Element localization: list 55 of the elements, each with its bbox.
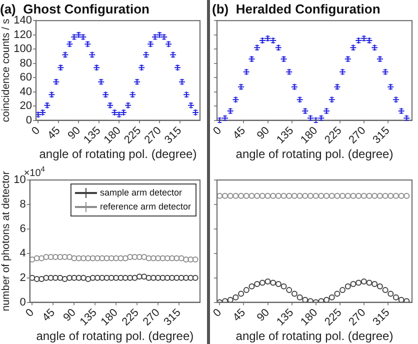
x-tick-label: 315 (162, 124, 184, 146)
x-tick-label: 180 (98, 306, 120, 328)
x-tick-label: 270 (140, 306, 162, 328)
x-tick-label: 225 (322, 306, 344, 328)
x-tick-label: 270 (142, 124, 164, 146)
x-tick-label: 180 (298, 306, 320, 328)
x-tick-label: 0 (211, 306, 224, 320)
x-tick-label: 315 (370, 306, 392, 328)
x-tick-label: 0 (211, 124, 224, 138)
x-tick-label: 180 (102, 124, 124, 146)
x-tick-label: 135 (274, 124, 296, 146)
x-tick-label: 225 (322, 124, 344, 146)
y-tick-label: 140 (14, 14, 32, 27)
x-tick-label: 90 (254, 306, 272, 324)
legend-label: sample arm detector (100, 187, 182, 198)
x-tick-label: 315 (162, 306, 184, 328)
y-tick-label: 20 (20, 100, 32, 112)
x-tick-label: 315 (370, 124, 392, 146)
x-tick-label: 90 (66, 124, 83, 142)
x-tick-label: 225 (122, 124, 144, 146)
y-axis-title: coincidence counts / s (0, 18, 12, 122)
y-tick-label: 120 (14, 28, 32, 41)
y-tick-label: 40 (20, 86, 32, 98)
chart-title: (a) Ghost Configuration (0, 1, 150, 16)
x-tick-label: 135 (274, 306, 296, 328)
chart-title: (b) Heralded Configuration (212, 1, 380, 16)
y-axis-title: number of photons at detector (0, 170, 12, 312)
x-tick-label: 45 (230, 124, 248, 142)
x-tick-label: 90 (254, 124, 272, 142)
y-tick-label: 2 (20, 272, 26, 284)
x-tick-label: 135 (78, 306, 100, 328)
x-axis-title: angle of rotating pol. (degree) (236, 147, 394, 162)
y-tick-label: 4 (20, 247, 26, 260)
x-tick-label: 270 (346, 306, 368, 328)
y-tick-label: 60 (20, 72, 32, 84)
x-tick-label: 90 (61, 306, 78, 324)
x-tick-label: 225 (120, 306, 142, 328)
x-tick-label: 45 (46, 124, 63, 142)
y-tick-label: 8 (20, 198, 26, 210)
y-tick-label: 0 (20, 296, 26, 308)
x-axis-title: angle of rotating pol. (degree) (39, 147, 197, 162)
y-tick-label: 0 (26, 114, 32, 126)
y-tick-label: 10 (14, 174, 26, 186)
y-tick-label: 100 (14, 43, 32, 56)
x-tick-label: 270 (346, 124, 368, 146)
x-tick-label: 0 (30, 124, 42, 138)
x-tick-label: 45 (40, 306, 58, 324)
x-tick-label: 135 (82, 124, 104, 146)
x-axis-title: angle of rotating pol. (degree) (236, 329, 394, 344)
y-tick-label: 6 (20, 222, 26, 235)
legend-label: reference arm detector (100, 201, 192, 212)
x-tick-label: 180 (298, 124, 320, 146)
x-tick-label: 45 (230, 306, 248, 324)
x-axis-title: angle of rotating pol. (degree) (36, 329, 194, 344)
y-tick-label: 80 (20, 57, 32, 70)
